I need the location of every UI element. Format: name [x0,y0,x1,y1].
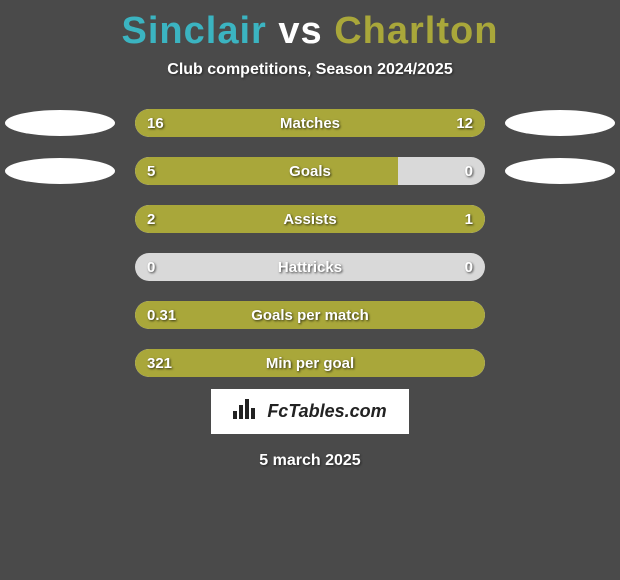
stat-row: 21Assists [0,205,620,233]
stat-value-right: 0 [465,253,473,281]
date-label: 5 march 2025 [259,452,360,470]
stat-value-right: 0 [465,157,473,185]
player2-name: Charlton [334,10,498,52]
comparison-title: Sinclair vs Charlton [122,10,499,53]
bar-chart-icon [233,399,259,424]
player2-pill [505,110,615,136]
stat-bar-fill-right [335,109,486,137]
player1-pill [5,110,115,136]
player2-pill [505,158,615,184]
stat-row: 321Min per goal [0,349,620,377]
stat-chart: 1612Matches50Goals21Assists00Hattricks0.… [0,109,620,377]
stat-bar-track: 21Assists [135,205,485,233]
stat-row: 0 0Hattricks [0,253,620,281]
stat-bar-fill-left [135,301,485,329]
logo-text: FcTables.com [267,401,386,422]
stat-bar-fill-left [135,157,398,185]
stat-bar-track: 1612Matches [135,109,485,137]
stat-row: 0.31Goals per match [0,301,620,329]
subtitle: Club competitions, Season 2024/2025 [167,61,452,79]
player1-pill [5,158,115,184]
stat-bar-track: 0.31Goals per match [135,301,485,329]
stat-bar-fill-left [135,109,335,137]
stat-bar-fill-left [135,349,485,377]
fctables-logo: FcTables.com [211,389,408,434]
stat-label: Hattricks [135,253,485,281]
player1-name: Sinclair [122,10,267,52]
stat-row: 50Goals [0,157,620,185]
stat-bar-track: 0 0Hattricks [135,253,485,281]
stat-bar-fill-right [370,205,486,233]
stat-bar-track: 321Min per goal [135,349,485,377]
vs-label: vs [278,10,322,52]
stat-bar-fill-left [135,205,370,233]
stat-row: 1612Matches [0,109,620,137]
stat-bar-track: 50Goals [135,157,485,185]
stat-value-left: 0 [147,253,155,281]
